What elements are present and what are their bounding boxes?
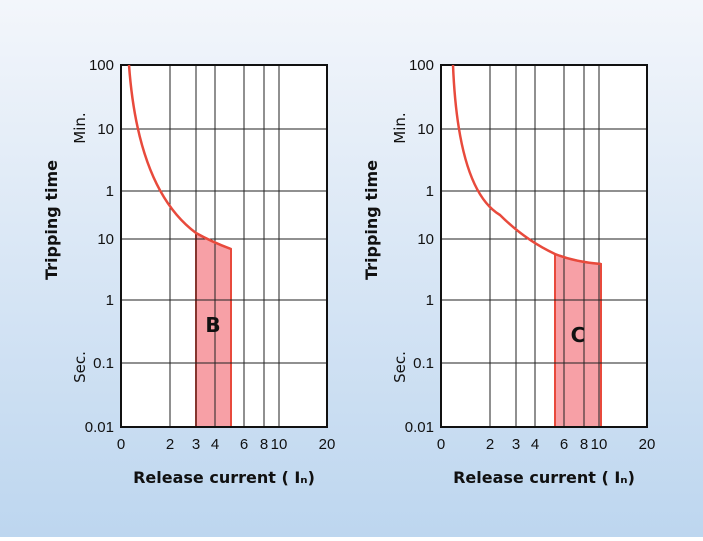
plot-area [441, 65, 647, 427]
x-tick-label: 8 [260, 436, 268, 453]
x-tick-label: 6 [560, 436, 568, 453]
x-tick-label: 3 [512, 436, 520, 453]
x-axis-label: Release current ( Iₙ) [133, 468, 315, 487]
x-tick-label: 20 [639, 436, 656, 453]
x-tick-label: 0 [117, 436, 125, 453]
seconds-label: Sec. [71, 351, 89, 383]
y-axis-label: Tripping time [362, 160, 381, 280]
x-tick-label: 10 [271, 436, 288, 453]
y-tick-label: 10 [417, 121, 434, 138]
y-tick-label: 0.01 [85, 419, 114, 436]
x-tick-label: 2 [486, 436, 494, 453]
seconds-label: Sec. [391, 351, 409, 383]
y-axis-label: Tripping time [42, 160, 61, 280]
x-axis-label: Release current ( Iₙ) [453, 468, 635, 487]
x-tick-label: 2 [166, 436, 174, 453]
y-tick-label: 0.1 [93, 355, 114, 372]
region-label: B [205, 313, 220, 337]
y-tick-label: 1 [426, 292, 434, 309]
y-tick-label: 100 [89, 57, 114, 74]
x-tick-label: 8 [580, 436, 588, 453]
tripping-curve [451, 64, 602, 266]
y-tick-label: 1 [106, 183, 114, 200]
region-label: C [571, 323, 586, 347]
minutes-label: Min. [391, 112, 409, 143]
x-tick-label: 20 [319, 436, 336, 453]
y-tick-label: 0.1 [413, 355, 434, 372]
y-tick-label: 1 [106, 292, 114, 309]
tripping-curve [127, 64, 232, 251]
y-tick-label: 100 [409, 57, 434, 74]
y-tick-label: 1 [426, 183, 434, 200]
x-tick-label: 0 [437, 436, 445, 453]
y-tick-label: 10 [417, 231, 434, 248]
x-tick-label: 3 [192, 436, 200, 453]
x-tick-label: 6 [240, 436, 248, 453]
x-tick-label: 4 [531, 436, 539, 453]
plot-frame [120, 64, 328, 428]
y-tick-label: 10 [97, 231, 114, 248]
x-tick-label: 4 [211, 436, 219, 453]
plot-frame [440, 64, 648, 428]
x-tick-label: 10 [591, 436, 608, 453]
y-tick-label: 0.01 [405, 419, 434, 436]
y-tick-label: 10 [97, 121, 114, 138]
minutes-label: Min. [71, 112, 89, 143]
